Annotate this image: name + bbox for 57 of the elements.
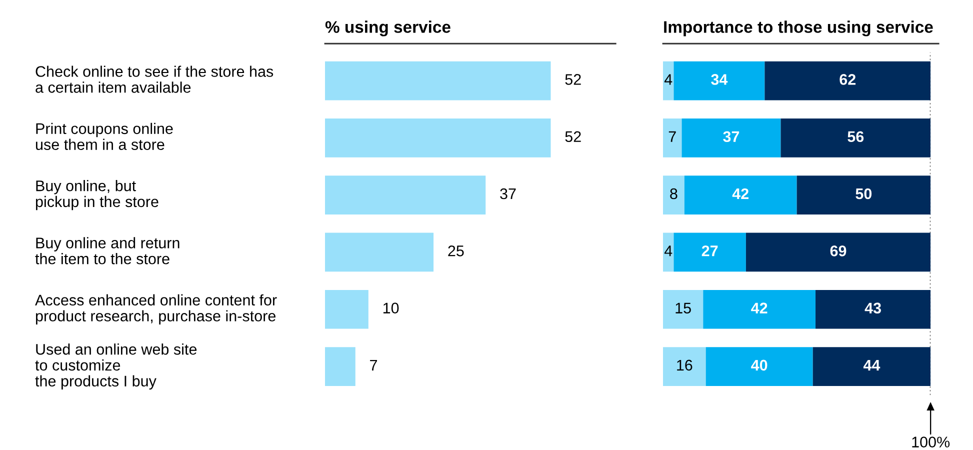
bar (663, 176, 684, 215)
bar (663, 232, 674, 272)
data-label: 4 (664, 74, 672, 85)
y-tick-label: Used an online web site to customize the products I buy (35, 344, 197, 390)
bar (796, 176, 931, 215)
bar (325, 290, 368, 329)
bar (663, 61, 674, 100)
bar (325, 61, 551, 100)
data-label: 56 (848, 131, 864, 142)
chart-title: % using service (325, 20, 450, 36)
bar (325, 232, 434, 272)
bar (325, 176, 486, 215)
data-label: 37 (500, 188, 516, 200)
data-label: 16 (677, 360, 692, 371)
y-tick-label: Buy online, but pickup in the store (36, 180, 158, 210)
bar (325, 118, 551, 158)
data-label: 15 (676, 302, 691, 314)
data-label: 8 (670, 188, 678, 200)
bar (764, 61, 931, 100)
text: 100% (912, 436, 950, 448)
bar (746, 232, 931, 272)
chart-title: Importance to those using service (664, 20, 933, 36)
y-tick-label: Access enhanced online content for product research, purchase in-store (35, 294, 277, 324)
y-tick-label: Print coupons online use them in a store (36, 122, 173, 150)
data-label: 50 (856, 188, 872, 200)
data-label: 27 (702, 246, 718, 256)
data-label: 34 (711, 74, 728, 85)
data-label: 7 (370, 360, 378, 370)
bar (682, 118, 781, 158)
data-label: 40 (751, 360, 768, 371)
bar (816, 290, 931, 329)
bar (674, 232, 746, 272)
data-label: 42 (732, 188, 748, 200)
bar (684, 176, 797, 215)
data-label: 52 (565, 74, 581, 85)
data-label: 52 (565, 131, 581, 142)
bar (674, 61, 765, 100)
data-label: 62 (840, 74, 856, 85)
data-label: 44 (863, 360, 880, 370)
y-tick-label: Buy online and return the item to the store (35, 237, 180, 264)
y-tick-label: Check online to see if the store has a certain item available (36, 66, 274, 93)
data-label: 69 (830, 246, 846, 256)
bar (706, 347, 813, 386)
data-label: 4 (664, 246, 672, 256)
bar (663, 347, 706, 386)
data-label: 25 (448, 246, 464, 256)
bar (325, 347, 356, 386)
bar (703, 290, 816, 329)
bar (780, 118, 931, 158)
bar (663, 118, 682, 158)
data-label: 10 (383, 302, 399, 314)
bar (663, 290, 704, 329)
data-label: 43 (864, 302, 881, 314)
data-label: 37 (723, 131, 740, 142)
data-label: 42 (751, 302, 768, 314)
data-label: 7 (668, 131, 676, 142)
bar (812, 347, 931, 386)
